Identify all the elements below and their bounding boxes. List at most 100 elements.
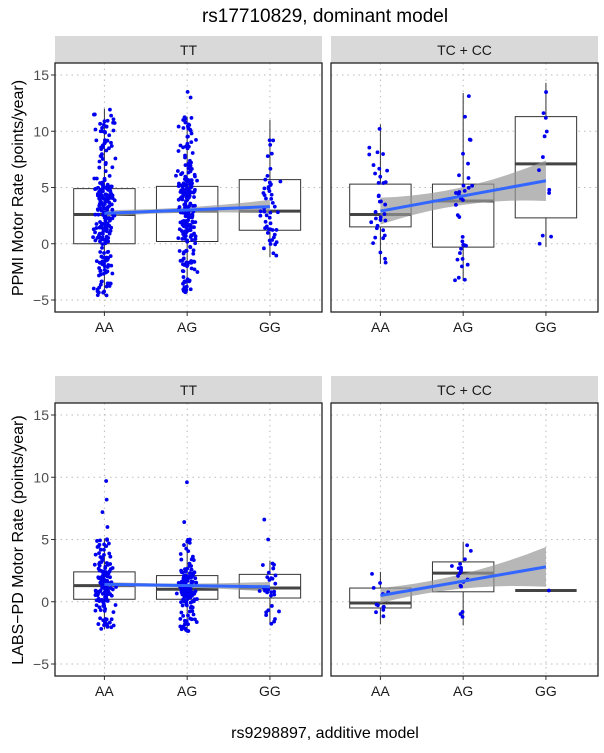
data-point: [93, 127, 98, 132]
data-point: [175, 169, 180, 173]
data-point: [91, 235, 95, 240]
data-point: [264, 613, 269, 618]
data-point: [272, 232, 277, 237]
data-point: [265, 173, 270, 178]
data-point: [105, 599, 110, 603]
x-tick-label: AA: [95, 683, 114, 699]
facet-strip-label: TT: [180, 42, 198, 58]
data-point: [182, 520, 187, 524]
data-point: [180, 184, 185, 189]
data-point: [97, 203, 102, 208]
data-point: [101, 122, 106, 127]
data-point: [278, 179, 283, 184]
data-point: [181, 275, 186, 279]
data-point: [104, 148, 109, 153]
data-point: [273, 242, 278, 247]
data-point: [377, 166, 382, 171]
data-point: [465, 543, 470, 548]
data-point: [108, 554, 113, 559]
data-point: [182, 115, 187, 120]
data-point: [184, 178, 189, 183]
data-point: [269, 593, 273, 598]
data-point: [98, 588, 103, 593]
data-point: [93, 212, 98, 217]
data-point: [176, 184, 181, 188]
data-point: [179, 557, 184, 562]
data-point: [181, 218, 186, 223]
data-point: [100, 129, 104, 134]
data-point: [460, 235, 465, 239]
data-point: [459, 264, 464, 269]
data-point: [193, 241, 198, 246]
data-point: [383, 180, 388, 185]
data-point: [105, 182, 110, 187]
x-tick-label: AG: [177, 683, 197, 699]
data-point: [541, 155, 545, 159]
data-point: [458, 561, 462, 566]
data-point: [112, 213, 117, 218]
data-point: [97, 159, 102, 164]
data-point: [102, 547, 106, 552]
data-point: [188, 95, 193, 100]
data-point: [180, 236, 185, 241]
data-point: [103, 227, 108, 232]
data-point: [189, 184, 194, 189]
data-point: [109, 625, 114, 630]
data-point: [374, 610, 378, 615]
data-point: [94, 603, 99, 608]
data-point: [188, 245, 193, 250]
data-point: [179, 568, 184, 573]
data-point: [185, 539, 190, 544]
data-point: [262, 246, 266, 251]
data-point: [110, 271, 115, 276]
data-point: [265, 231, 270, 235]
data-point: [262, 186, 267, 191]
data-point: [93, 238, 98, 243]
data-point: [370, 571, 374, 576]
data-point: [542, 134, 547, 139]
data-point: [103, 238, 108, 243]
data-point: [544, 90, 548, 94]
data-point: [190, 605, 195, 610]
data-point: [184, 195, 189, 200]
data-point: [101, 618, 106, 623]
data-point: [102, 119, 107, 124]
data-point: [101, 569, 106, 574]
data-point: [185, 89, 190, 94]
data-point: [456, 574, 460, 578]
data-point: [466, 94, 471, 98]
x-tick-label: AA: [371, 683, 390, 699]
data-point: [263, 177, 268, 182]
data-point: [180, 603, 185, 608]
x-tick-label: AG: [177, 319, 197, 335]
data-point: [270, 576, 275, 581]
data-point: [191, 251, 196, 256]
data-point: [176, 197, 181, 202]
data-point: [103, 162, 108, 167]
y-tick-label: 10: [33, 469, 49, 485]
data-point: [190, 590, 195, 595]
data-point: [108, 107, 112, 112]
data-point: [269, 621, 274, 626]
data-point: [374, 602, 379, 607]
data-point: [182, 262, 186, 267]
data-point: [543, 115, 548, 120]
panel-border: [54, 402, 323, 677]
data-point: [190, 212, 195, 217]
data-point: [107, 620, 112, 625]
data-point: [182, 250, 186, 254]
data-point: [184, 602, 189, 607]
data-point: [183, 573, 188, 578]
data-point: [378, 218, 383, 222]
data-point: [544, 129, 549, 134]
y-tick-label: 0: [41, 594, 49, 610]
data-point: [104, 124, 109, 129]
data-point: [105, 624, 110, 629]
data-point: [381, 608, 386, 612]
data-point: [261, 191, 266, 195]
x-tick-label: AG: [453, 319, 473, 335]
data-point: [377, 126, 382, 131]
data-point: [104, 284, 109, 289]
